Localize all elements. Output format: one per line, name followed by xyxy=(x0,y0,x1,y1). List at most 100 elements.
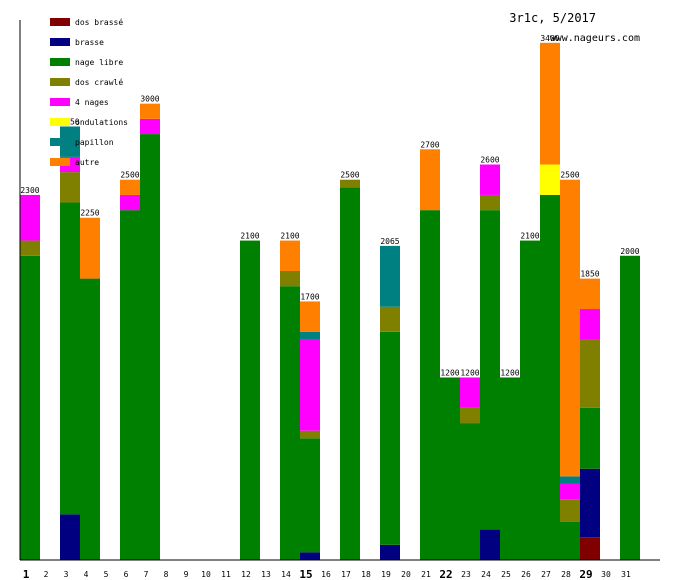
x-tick-label: 6 xyxy=(124,570,129,579)
bar-total-label-day6: 2500 xyxy=(120,171,139,180)
bar-total-label-day26: 2100 xyxy=(520,232,539,241)
bar-segment-day28-dos-crawle xyxy=(560,499,580,522)
bar-total-label-day28: 2500 xyxy=(560,171,579,180)
legend: dos brassé brasse nage libre dos crawlé 4 na… xyxy=(50,17,128,167)
x-tick-label: 18 xyxy=(361,570,371,579)
bar-segment-day29-dos-crawle xyxy=(580,339,600,408)
bar-segment-day17-nage-libre xyxy=(340,187,360,560)
bar-segment-day24-nage-libre xyxy=(480,210,500,530)
legend-swatch-nage-libre xyxy=(50,58,70,66)
bar-segment-day6-autre xyxy=(120,179,140,195)
bar-segment-day1-quatre-nages xyxy=(20,194,40,241)
legend-swatch-ondulations xyxy=(50,118,70,126)
bar-segment-day27-autre xyxy=(540,42,560,165)
legend-label-dos-brasse: dos brassé xyxy=(75,17,123,27)
chart-title: 3r1c, 5/2017 xyxy=(509,11,596,25)
bar-total-label-day14: 2100 xyxy=(280,232,299,241)
bar-total-labels: 2300 2850 2250 2500 3000 2100 2100 1700 2500 2065… xyxy=(20,34,639,378)
bar-segment-day3-nage-libre xyxy=(60,202,80,515)
bar-segment-day23-dos-crawle xyxy=(460,407,480,424)
bars-layer xyxy=(20,42,640,561)
bar-segment-day31-nage-libre xyxy=(620,255,640,560)
site-url: www.nageurs.com xyxy=(550,33,640,44)
bar-segment-day7-quatre-nages xyxy=(140,118,160,135)
x-tick-label: 23 xyxy=(461,570,471,579)
legend-swatch-quatre-nages xyxy=(50,98,70,106)
bar-segment-day25-nage-libre xyxy=(500,377,520,560)
x-tick-label: 17 xyxy=(341,570,351,579)
bar-segment-day4-autre xyxy=(80,217,100,279)
x-tick-label: 13 xyxy=(261,570,271,579)
x-tick-label: 8 xyxy=(164,570,169,579)
bar-segment-day17-dos-crawle xyxy=(340,179,360,188)
legend-swatch-dos-crawle xyxy=(50,78,70,86)
bar-segment-day23-nage-libre xyxy=(460,423,480,560)
bar-segment-day19-papillon xyxy=(380,245,400,307)
legend-swatch-autre xyxy=(50,158,70,166)
bar-segment-day26-nage-libre xyxy=(520,240,540,560)
bar-segment-day29-autre xyxy=(580,278,600,310)
legend-swatch-papillon xyxy=(50,138,70,146)
x-tick-label: 4 xyxy=(84,570,89,579)
x-tick-label: 16 xyxy=(321,570,331,579)
x-tick-label: 5 xyxy=(104,570,109,579)
bar-total-label-day21: 2700 xyxy=(420,140,439,149)
legend-label-nage-libre: nage libre xyxy=(75,58,123,67)
bar-segment-day15-quatre-nages xyxy=(300,339,320,431)
bar-segment-day15-dos-crawle xyxy=(300,430,320,439)
bar-segment-day19-nage-libre xyxy=(380,331,400,545)
legend-swatch-dos-brasse xyxy=(50,18,70,26)
legend-label-ondulations: ondulations xyxy=(75,118,128,127)
bar-total-label-day27: 3400 xyxy=(540,34,559,43)
bar-segment-day3-brasse xyxy=(60,514,80,560)
legend-swatch-brasse xyxy=(50,38,70,46)
bar-total-label-day7: 3000 xyxy=(140,95,159,104)
bar-segment-day24-brasse xyxy=(480,529,500,560)
x-tick-label: 1 xyxy=(23,568,30,580)
bar-segment-day23-quatre-nages xyxy=(460,377,480,408)
bar-total-label-day1: 2300 xyxy=(20,186,39,195)
legend-label-brasse: brasse xyxy=(75,38,104,47)
bar-segment-day15-nage-libre xyxy=(300,438,320,553)
bar-segment-day24-quatre-nages xyxy=(480,164,500,195)
bar-total-label-day17: 2500 xyxy=(340,171,359,180)
x-tick-label: 12 xyxy=(241,570,251,579)
x-tick-label: 3 xyxy=(64,570,69,579)
x-tick-label: 19 xyxy=(381,570,391,579)
bar-total-label-day19: 2065 xyxy=(380,237,399,246)
x-tick-label: 20 xyxy=(401,570,411,579)
bar-segment-day27-nage-libre xyxy=(540,194,560,561)
bar-total-label-day25: 1200 xyxy=(500,368,519,377)
x-tick-label: 11 xyxy=(221,570,231,579)
x-tick-label: 30 xyxy=(601,570,611,579)
bar-total-label-day15: 1700 xyxy=(300,292,319,301)
bar-segment-day15-brasse xyxy=(300,552,320,560)
bar-segment-day14-autre xyxy=(280,240,300,271)
bar-total-label-day4: 2250 xyxy=(80,209,99,218)
bar-segment-day29-brasse xyxy=(580,468,600,538)
x-tick-label: 31 xyxy=(621,570,631,579)
legend-label-quatre-nages: 4 nages xyxy=(75,98,109,107)
x-tick-label: 28 xyxy=(561,570,571,579)
bar-segment-day3-dos-crawle xyxy=(60,172,80,203)
bar-segment-day22-nage-libre xyxy=(440,377,460,560)
bar-segment-day7-autre xyxy=(140,103,160,119)
bar-segment-day28-papillon xyxy=(560,476,580,484)
bar-segment-day21-autre xyxy=(420,149,440,211)
bar-segment-day29-quatre-nages xyxy=(580,309,600,340)
bar-segment-day28-quatre-nages xyxy=(560,483,580,500)
bar-segment-day19-brasse xyxy=(380,544,400,560)
x-tick-label: 25 xyxy=(501,570,511,579)
legend-label-dos-crawle: dos crawlé xyxy=(75,77,123,87)
bar-total-label-day23: 1200 xyxy=(460,368,479,377)
bar-total-label-day31: 2000 xyxy=(620,247,639,256)
bar-segment-day1-nage-libre xyxy=(20,255,40,560)
bar-segment-day14-nage-libre xyxy=(280,286,300,560)
x-tick-label: 27 xyxy=(541,570,551,579)
bar-segment-day15-autre xyxy=(300,301,320,332)
legend-label-autre: autre xyxy=(75,158,99,167)
x-tick-label: 21 xyxy=(421,570,431,579)
bar-segment-day14-dos-crawle xyxy=(280,270,300,287)
bar-segment-day12-nage-libre xyxy=(240,240,260,560)
